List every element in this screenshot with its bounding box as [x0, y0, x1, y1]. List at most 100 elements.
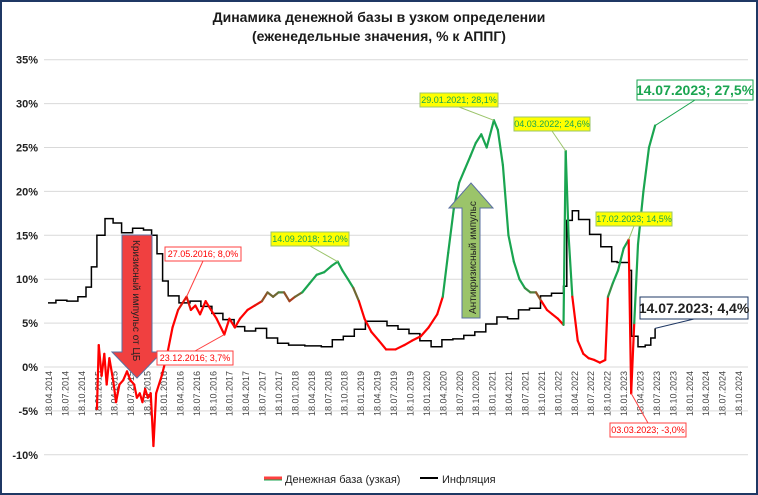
x-tick-label: 18.07.2018	[323, 371, 333, 416]
annotation-label: 27.05.2016; 8,0%	[168, 249, 239, 259]
annotation-box	[639, 296, 749, 320]
x-tick-label: 18.04.2018	[307, 371, 317, 416]
money-base-segment	[616, 247, 625, 272]
anticrisis-arrow-label: Антикризисный импульс	[468, 201, 479, 314]
money-base-segment	[606, 282, 614, 298]
money-base-segment	[630, 322, 636, 395]
x-tick-label: 18.10.2018	[340, 371, 350, 416]
y-tick-label: 0%	[22, 362, 38, 374]
y-tick-label: 35%	[16, 55, 38, 67]
money-base-segment	[403, 339, 414, 347]
money-base-segment	[507, 234, 515, 263]
annotation-pointer	[309, 245, 338, 263]
annotation-box	[609, 422, 687, 438]
money-base-segment	[501, 163, 510, 237]
money-base-segment	[370, 330, 381, 342]
legend-label-money-base: Денежная база (узкая)	[285, 474, 400, 486]
money-base-segment	[323, 264, 333, 274]
money-base-segment	[427, 313, 439, 329]
money-base-segment	[341, 269, 350, 281]
crisis-arrow-label: Кризисный импульс от ЦБ	[130, 240, 141, 362]
money-base-segment	[523, 286, 532, 294]
money-base-segment	[377, 339, 388, 351]
x-tick-label: 18.04.2020	[438, 371, 448, 416]
x-tick-label: 18.04.2023	[635, 371, 645, 416]
x-tick-label: 18.04.2024	[701, 371, 711, 416]
money-base-segment	[125, 370, 132, 382]
y-tick-label: 5%	[22, 318, 38, 330]
money-base-segment	[108, 357, 115, 382]
chart-title: Динамика денежной базы в узком определен…	[212, 9, 546, 25]
money-base-segment	[604, 295, 610, 362]
x-tick-label: 18.07.2024	[718, 371, 728, 416]
x-tick-label: 18.01.2016	[159, 371, 169, 416]
annotation-box	[419, 92, 499, 108]
money-base-segment	[266, 291, 275, 298]
money-base-segment	[512, 260, 521, 281]
y-tick-label: 25%	[16, 143, 38, 155]
money-base-segment	[518, 278, 526, 290]
money-base-segment	[215, 317, 226, 336]
annotation-box	[164, 246, 242, 262]
x-tick-label: 18.10.2019	[405, 371, 415, 416]
x-tick-label: 18.01.2018	[290, 371, 300, 416]
money-base-segment	[260, 291, 269, 303]
money-base-segment	[308, 273, 318, 285]
annotation-label: 14.07.2023; 27,5%	[636, 82, 755, 98]
money-base-segment	[336, 260, 344, 272]
x-tick-label: 18.04.2021	[504, 371, 514, 416]
money-base-segment	[469, 142, 477, 158]
x-tick-label: 18.07.2014	[60, 371, 70, 416]
x-tick-label: 18.10.2016	[208, 371, 218, 416]
money-base-segment	[545, 308, 554, 316]
inflation-line	[48, 209, 656, 348]
x-tick-label: 18.10.2023	[668, 371, 678, 416]
money-base-segment	[496, 128, 504, 167]
money-base-segment	[394, 343, 406, 351]
x-tick-label: 18.04.2019	[373, 371, 383, 416]
money-base-segment	[564, 149, 570, 237]
money-base-segment	[540, 300, 549, 312]
annotation-box	[595, 211, 673, 227]
x-tick-label: 18.07.2015	[126, 371, 136, 416]
money-base-segment	[485, 119, 495, 149]
money-base-segment	[204, 300, 213, 312]
money-base-segment	[562, 149, 567, 326]
money-base-segment	[480, 133, 488, 149]
money-base-segment	[105, 357, 111, 386]
money-base-segment	[410, 335, 422, 342]
x-tick-label: 18.01.2024	[685, 371, 695, 416]
money-base-segment	[419, 326, 430, 338]
money-base-segment	[357, 300, 366, 320]
annotation-box	[513, 116, 591, 132]
money-base-segment	[647, 124, 657, 149]
money-base-segment	[185, 295, 192, 312]
x-tick-label: 18.04.2022	[570, 371, 580, 416]
x-tick-label: 18.04.2016	[175, 371, 185, 416]
x-tick-label: 18.07.2019	[389, 371, 399, 416]
annotation-pointer	[458, 106, 495, 121]
money-base-segment	[534, 291, 543, 303]
x-tick-label: 18.07.2023	[652, 371, 662, 416]
x-tick-label: 18.10.2022	[603, 371, 613, 416]
money-base-segment	[112, 379, 118, 404]
annotation-pointer	[630, 393, 649, 424]
annotation-label: 17.02.2023; 14,5%	[596, 214, 672, 224]
money-base-segment	[576, 339, 585, 355]
x-tick-label: 18.10.2020	[471, 371, 481, 416]
annotation-pointer	[551, 130, 567, 152]
money-base-segment	[171, 308, 180, 329]
money-base-segment	[198, 300, 207, 316]
money-base-segment	[441, 251, 450, 298]
annotation-box	[636, 79, 754, 101]
money-base-segment	[330, 260, 339, 268]
money-base-segment	[611, 269, 620, 285]
money-base-segment	[458, 168, 466, 184]
annotation-label: 04.03.2022; 24,6%	[514, 119, 590, 129]
money-base-segment	[95, 343, 100, 411]
money-base-segment	[463, 155, 472, 171]
x-tick-label: 18.07.2017	[258, 371, 268, 416]
x-tick-label: 18.04.2017	[241, 371, 251, 416]
x-tick-label: 18.01.2019	[356, 371, 366, 416]
x-tick-label: 18.10.2017	[274, 371, 284, 416]
